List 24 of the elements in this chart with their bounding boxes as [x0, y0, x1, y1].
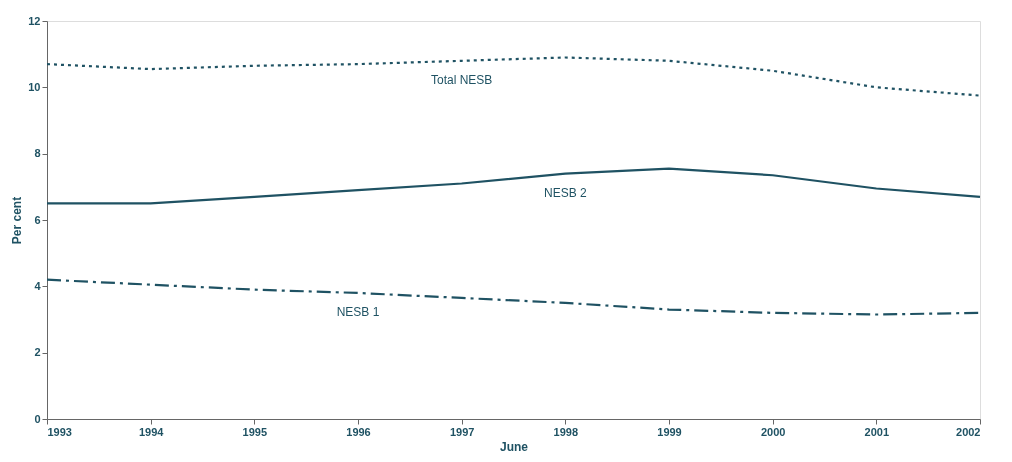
y-tick-label: 10: [28, 80, 41, 93]
y-tick-label: 2: [34, 346, 41, 359]
x-tick-label: 1996: [346, 425, 371, 438]
series-label: NESB 2: [543, 185, 587, 200]
y-tick-label: 12: [28, 14, 41, 27]
y-axis-title: Per cent: [10, 196, 25, 245]
line-series: [45, 167, 982, 205]
y-tick-label: 6: [34, 213, 41, 226]
y-tick-label: 8: [34, 147, 41, 160]
x-tick-label: 1993: [47, 425, 72, 438]
x-tick-label: 1997: [449, 425, 475, 438]
x-tick-label: 1998: [553, 425, 579, 438]
x-tick-label: 2001: [864, 425, 890, 438]
line-series: [45, 56, 982, 97]
series-label: Total NESB: [430, 72, 493, 87]
x-tick-label: 1999: [657, 425, 682, 438]
series-label: NESB 1: [336, 304, 380, 319]
x-tick-label: 2002: [956, 425, 981, 438]
y-tick-label: 4: [34, 279, 42, 292]
x-axis-title: June: [499, 439, 529, 454]
x-tick-label: 1994: [138, 425, 165, 438]
y-tick-label: 0: [34, 412, 41, 425]
x-tick-label: 2000: [760, 425, 786, 438]
x-tick-label: 1995: [242, 425, 268, 438]
